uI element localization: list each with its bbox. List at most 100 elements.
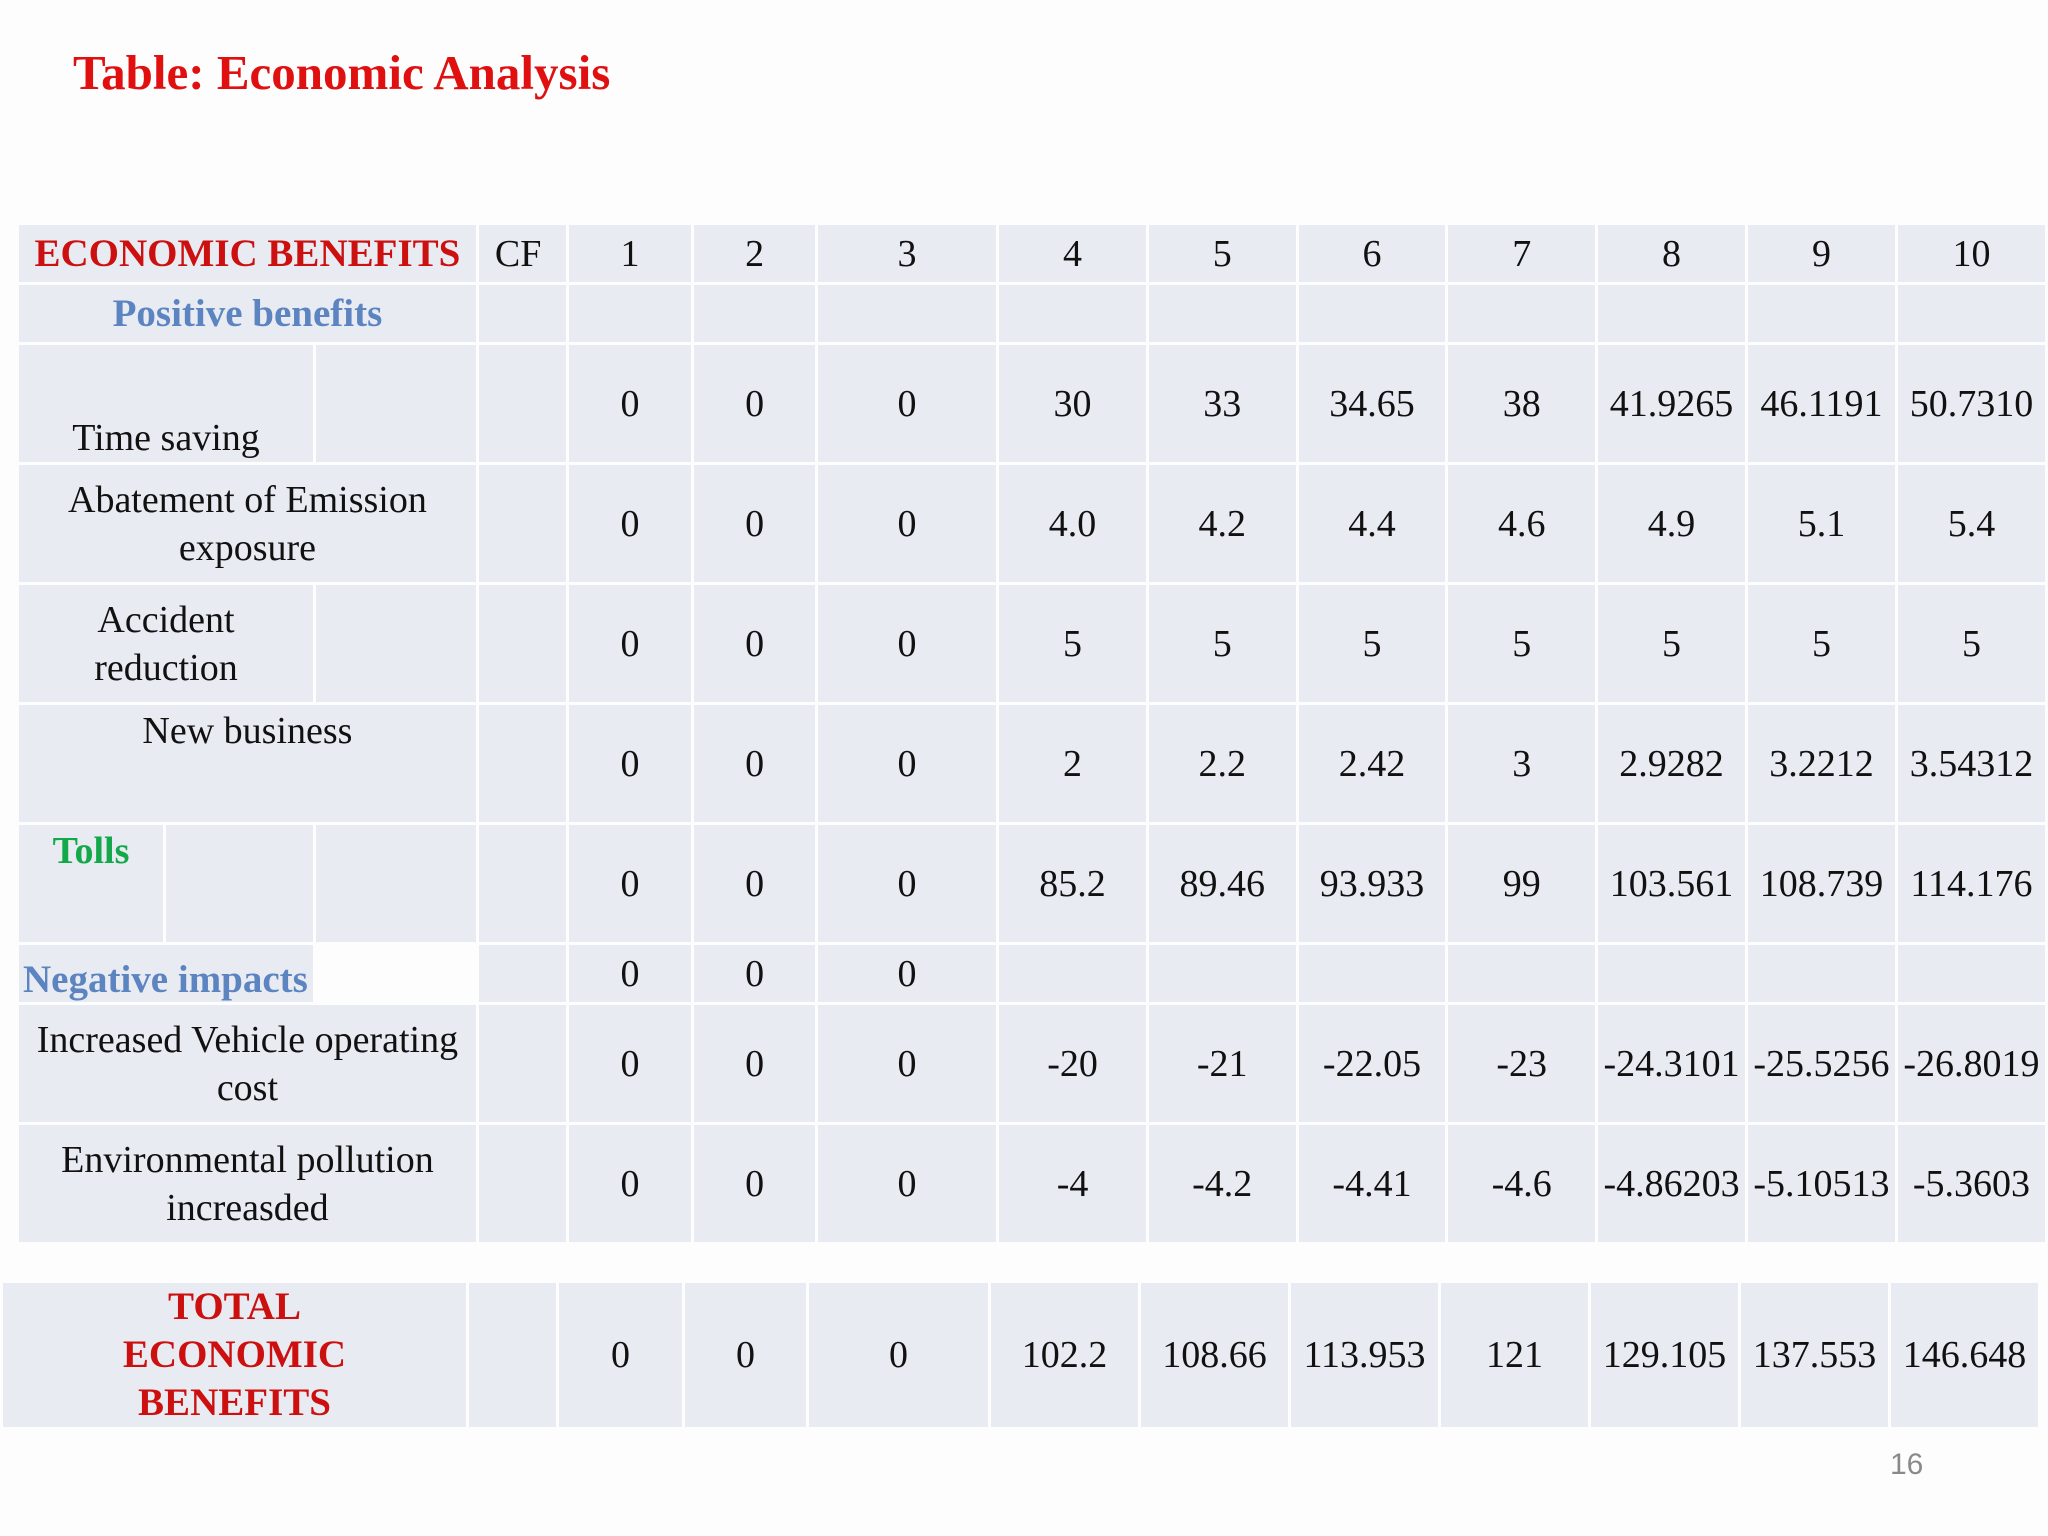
table-cell: 0 [691,1122,818,1245]
row-label-time-saving: Time saving [16,342,316,465]
table-cell: 0 [565,462,695,585]
table-row: Tolls 0 0 0 85.2 89.46 93.933 99 103.561… [16,822,2048,945]
total-benefits-table: TOTAL ECONOMIC BENEFITS 0 0 0 102.2 108.… [0,1280,2041,1430]
table-cell: 0 [565,1002,695,1125]
table-cell: 0 [691,942,818,1005]
header-year-4: 4 [996,222,1149,285]
table-cell: 5 [1595,582,1748,705]
page-title: Table: Economic Analysis [73,45,611,100]
table-row: Increased Vehicle operating cost 0 0 0 -… [16,1002,2048,1125]
header-year-5: 5 [1145,222,1299,285]
table-cell: 114.176 [1894,822,2048,945]
table-cell: 2 [996,702,1149,825]
table-cell: 99 [1445,822,1599,945]
table-cell: 0 [565,942,695,1005]
table-cell: -23 [1445,1002,1599,1125]
table-cell: -4.6 [1445,1122,1599,1245]
table-cell: -5.10513 [1745,1122,1898,1245]
table-cell: 5 [1894,582,2048,705]
table-cell: 0 [814,822,1000,945]
header-year-6: 6 [1295,222,1449,285]
table-cell: 4.4 [1295,462,1449,585]
table-cell: 34.65 [1295,342,1449,465]
table-cell: -4.86203 [1595,1122,1748,1245]
table-cell: 4.9 [1595,462,1748,585]
economic-analysis-table: ECONOMIC BENEFITS CF 1 2 3 4 5 6 7 8 9 1… [16,222,2048,1245]
total-cell: 137.553 [1738,1280,1891,1430]
table-cell: -4 [996,1122,1149,1245]
table-cell: 4.2 [1145,462,1299,585]
total-cell: 102.2 [988,1280,1141,1430]
table-cell: 0 [565,342,695,465]
table-row: Accident reduction 0 0 0 5 5 5 5 5 5 5 [16,582,2048,705]
row-label-new-business: New business [16,702,479,825]
table-cell: 0 [565,582,695,705]
table-cell: 93.933 [1295,822,1449,945]
table-cell: 0 [565,702,695,825]
table-cell: 0 [814,942,1000,1005]
header-year-3: 3 [814,222,1000,285]
table-cell: 0 [691,462,818,585]
table-cell: 85.2 [996,822,1149,945]
header-year-10: 10 [1894,222,2048,285]
row-label-vehicle-cost: Increased Vehicle operating cost [16,1002,479,1125]
table-cell: 0 [814,1122,1000,1245]
total-cell: 113.953 [1288,1280,1441,1430]
header-year-1: 1 [565,222,695,285]
table-cell: 4.0 [996,462,1149,585]
table-cell: 5 [1745,582,1898,705]
table-cell: 5 [1445,582,1599,705]
table-cell: 0 [565,1122,695,1245]
total-cell: 121 [1438,1280,1591,1430]
table-cell: -22.05 [1295,1002,1449,1125]
table-row: New business 0 0 0 2 2.2 2.42 3 2.9282 3… [16,702,2048,825]
table-cell: 3.54312 [1894,702,2048,825]
table-cell: 4.6 [1445,462,1599,585]
table-cell: 0 [691,1002,818,1125]
table-cell: -4.2 [1145,1122,1299,1245]
table-cell: 2.2 [1145,702,1299,825]
table-cell: 0 [814,702,1000,825]
header-year-8: 8 [1595,222,1748,285]
table-cell: 2.9282 [1595,702,1748,825]
header-economic-benefits: ECONOMIC BENEFITS [16,222,479,285]
table-cell: 0 [691,822,818,945]
total-label: TOTAL ECONOMIC BENEFITS [0,1280,469,1430]
total-cell: 0 [806,1280,991,1430]
total-cell: 0 [556,1280,685,1430]
table-cell: 3.2212 [1745,702,1898,825]
table-cell: 103.561 [1595,822,1748,945]
table-header-row: ECONOMIC BENEFITS CF 1 2 3 4 5 6 7 8 9 1… [16,222,2048,285]
table-cell: 89.46 [1145,822,1299,945]
page-number: 16 [1890,1448,1924,1481]
table-cell: -25.5256 [1745,1002,1898,1125]
table-cell: 46.1191 [1745,342,1898,465]
table-cell: 0 [691,702,818,825]
table-cell: 33 [1145,342,1299,465]
table-cell: 5 [996,582,1149,705]
total-cell: 129.105 [1588,1280,1741,1430]
table-cell: 2.42 [1295,702,1449,825]
table-cell: 0 [691,582,818,705]
section-positive-benefits: Positive benefits [16,282,479,345]
header-year-7: 7 [1445,222,1599,285]
table-cell: -26.8019 [1894,1002,2048,1125]
section-negative-impacts: Negative impacts [16,942,316,1005]
total-cell: 108.66 [1138,1280,1291,1430]
table-cell: -21 [1145,1002,1299,1125]
table-row: Environmental pollution increasded 0 0 0… [16,1122,2048,1245]
table-cell: 108.739 [1745,822,1898,945]
table-cell: -24.3101 [1595,1002,1748,1125]
header-cf: CF [475,222,569,285]
table-cell: 0 [565,822,695,945]
table-cell: 0 [814,582,1000,705]
total-row: TOTAL ECONOMIC BENEFITS 0 0 0 102.2 108.… [0,1280,2041,1430]
table-row: Positive benefits [16,282,2048,345]
table-row: Negative impacts 0 0 0 [16,942,2048,1005]
row-label-accident: Accident reduction [16,582,316,705]
table-cell: 5.1 [1745,462,1898,585]
table-cell: 41.9265 [1595,342,1748,465]
table-cell: -20 [996,1002,1149,1125]
header-year-2: 2 [691,222,818,285]
total-cell: 146.648 [1888,1280,2041,1430]
